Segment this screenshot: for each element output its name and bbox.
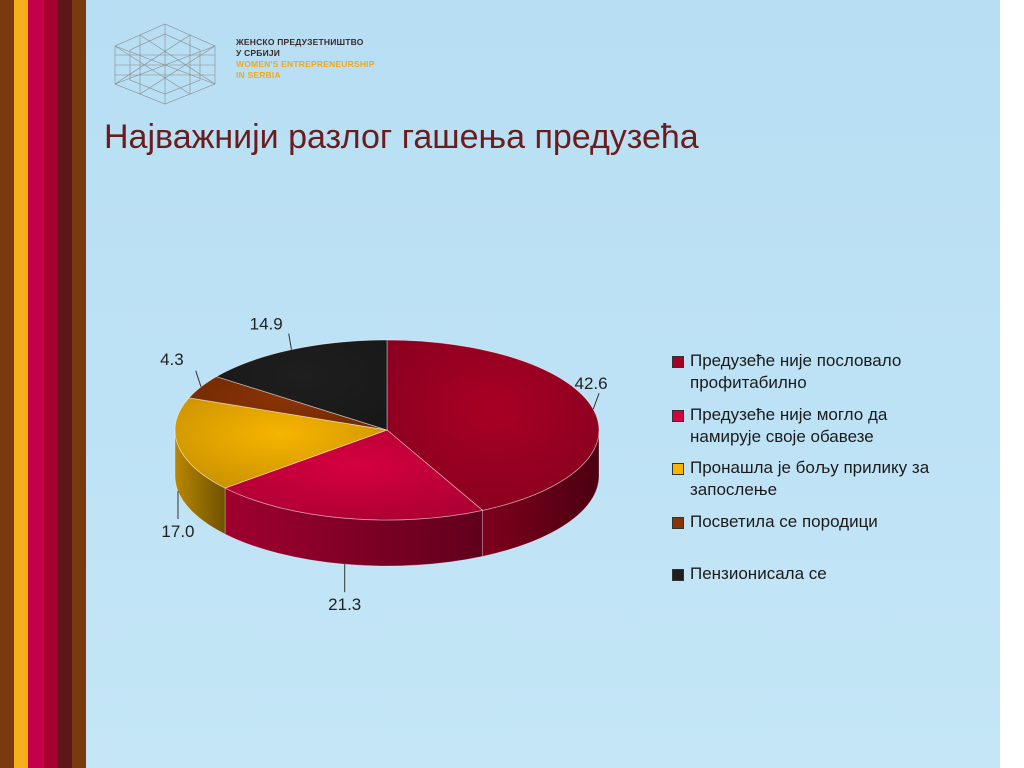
pie-slice-1 (386, 339, 600, 511)
decorative-stripes (0, 0, 86, 768)
data-label-2: 21.3 (328, 595, 361, 614)
legend-item-5: Пензионисала се (672, 563, 960, 585)
data-label-5: 14.9 (250, 315, 283, 334)
legend-item-2: Предузеће није могло да намирује своје о… (672, 404, 960, 448)
pie-slice-5 (215, 339, 388, 431)
pie-slice-3 (174, 397, 389, 489)
legend-swatch-1 (672, 356, 684, 368)
leader-line-4 (195, 370, 202, 387)
legend-swatch-2 (672, 410, 684, 422)
legend-swatch-3 (672, 463, 684, 475)
logo-line-3: WOMEN'S ENTREPRENEURSHIP (236, 59, 375, 69)
logo-line-4: IN SERBIA (236, 70, 281, 80)
legend-item-4: Посветила се породици (672, 511, 960, 533)
legend-label-5: Пензионисала се (690, 564, 827, 583)
legend-label-3: Пронашла је бољу прилику за запослење (690, 458, 930, 499)
logo-line-2: У СРБИЈИ (236, 48, 281, 58)
data-label-1: 42.6 (575, 374, 608, 393)
legend-label-2: Предузеће није могло да намирује своје о… (690, 405, 888, 446)
legend-item-1: Предузеће није пословало профитабилно (672, 350, 960, 394)
slide-edge (1000, 0, 1024, 768)
legend-swatch-5 (672, 569, 684, 581)
pie-chart: 42.6 21.3 17.0 4.3 14.9 (160, 315, 608, 615)
pie-slice-2 (224, 429, 484, 521)
legend-swatch-4 (672, 517, 684, 529)
legend-label-4: Посветила се породици (690, 512, 878, 531)
data-label-3: 17.0 (161, 522, 194, 541)
legend-item-3: Пронашла је бољу прилику за запослење (672, 457, 960, 501)
legend-label-1: Предузеће није пословало профитабилно (690, 351, 902, 392)
hexagon-pattern-icon (114, 23, 216, 105)
leader-line-5 (288, 333, 292, 350)
logo-line-1: ЖЕНСКО ПРЕДУЗЕТНИШТВО (236, 37, 364, 47)
data-label-4: 4.3 (160, 350, 184, 369)
leader-line-1 (592, 392, 600, 410)
logo-text: ЖЕНСКО ПРЕДУЗЕТНИШТВО У СРБИЈИ WOMEN'S E… (236, 37, 375, 81)
slide-title: Најважнији разлог гашења предузећа (104, 118, 699, 156)
